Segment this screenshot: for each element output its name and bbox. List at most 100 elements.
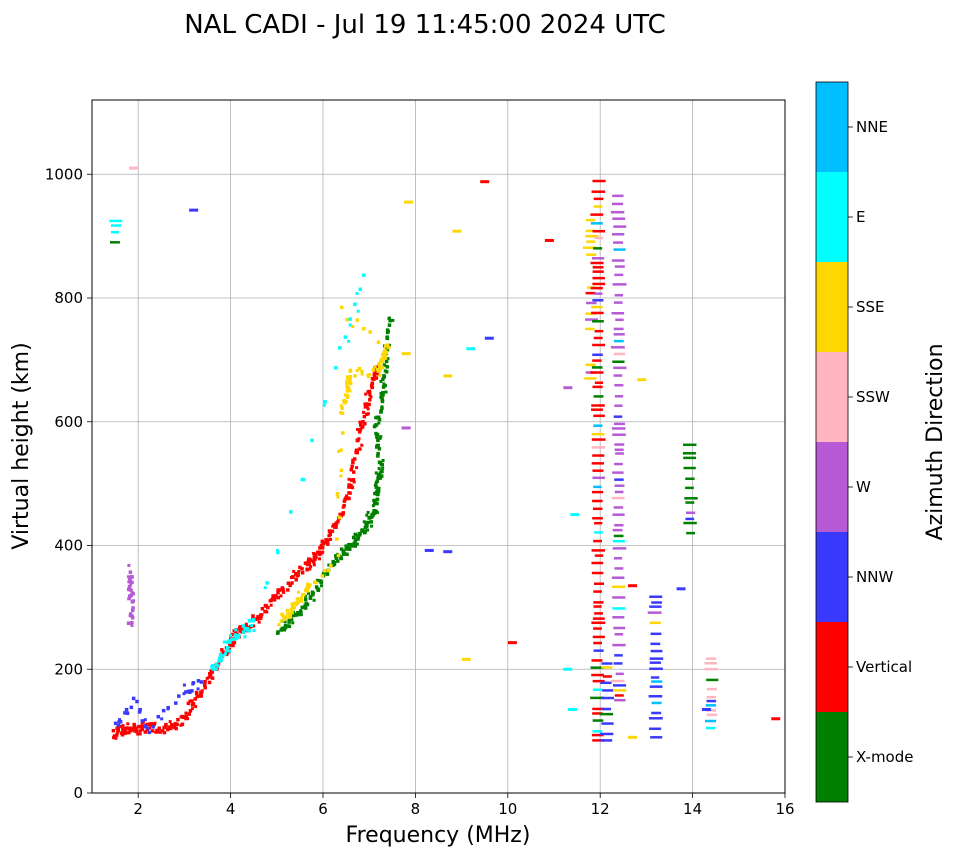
echo-mark (130, 608, 135, 613)
chart-title: NAL CADI - Jul 19 11:45:00 2024 UTC (184, 10, 666, 40)
echo-mark (371, 368, 376, 372)
echo-mark (132, 599, 136, 603)
echo-mark (287, 620, 291, 624)
echo-mark (592, 617, 605, 620)
colorbar-swatch (816, 262, 848, 352)
echo-mark (129, 166, 139, 170)
echo-mark (334, 521, 338, 525)
echo-mark (613, 374, 623, 377)
echo-mark (370, 386, 374, 390)
echo-mark (357, 366, 362, 371)
echo-mark (286, 581, 291, 586)
echo-mark (250, 623, 254, 627)
echo-mark (377, 417, 382, 422)
echo-mark (374, 501, 378, 505)
x-tick-label: 14 (683, 800, 702, 818)
echo-mark (380, 352, 385, 357)
echo-mark (345, 395, 350, 399)
echo-mark (300, 571, 305, 575)
echo-mark (401, 426, 411, 430)
echo-mark (111, 728, 116, 733)
echo-mark (337, 449, 341, 453)
echo-mark (135, 729, 139, 734)
echo-mark (339, 410, 343, 415)
echo-mark (592, 179, 606, 183)
echo-mark (294, 577, 298, 582)
echo-mark (366, 374, 371, 379)
echo-mark (375, 367, 379, 371)
echo-mark (351, 470, 356, 474)
echo-mark (349, 467, 354, 472)
echo-mark (296, 610, 300, 615)
y-tick-label: 800 (54, 289, 83, 307)
echo-mark (223, 652, 227, 656)
echo-mark (306, 582, 310, 586)
echo-mark (193, 697, 198, 701)
echo-mark (651, 601, 662, 604)
echo-mark (151, 725, 155, 729)
x-axis-label: Frequency (MHz) (346, 823, 531, 848)
echo-mark (613, 339, 624, 343)
echo-mark (362, 410, 366, 414)
echo-mark (336, 553, 341, 558)
echo-mark (303, 594, 307, 598)
echo-mark (384, 350, 389, 355)
echo-mark (360, 372, 364, 376)
echo-mark (648, 717, 663, 720)
echo-mark (614, 443, 625, 446)
echo-mark (380, 398, 385, 402)
echo-mark (331, 559, 335, 564)
echo-mark (228, 633, 232, 637)
echo-mark (190, 703, 195, 707)
echo-mark (347, 378, 351, 382)
echo-mark (184, 690, 188, 694)
echo-mark (200, 689, 204, 693)
echo-mark (592, 635, 605, 639)
echo-mark (184, 714, 189, 719)
echo-mark (610, 210, 625, 214)
echo-mark (592, 507, 603, 511)
echo-mark (585, 312, 597, 315)
echo-mark (296, 600, 300, 605)
echo-mark (373, 425, 377, 429)
echo-mark (612, 539, 625, 543)
echo-mark (592, 707, 605, 711)
echo-mark (612, 283, 627, 286)
echo-mark (149, 723, 153, 727)
echo-mark (308, 583, 312, 587)
echo-mark (613, 327, 624, 331)
echo-mark (601, 666, 613, 669)
echo-mark (601, 662, 613, 665)
echo-mark (116, 730, 120, 734)
echo-mark (360, 425, 364, 430)
echo-mark (378, 373, 382, 377)
colorbar-swatch (816, 712, 848, 802)
echo-mark (303, 606, 308, 610)
echo-mark (368, 398, 372, 402)
echo-mark (299, 599, 304, 603)
echo-mark (216, 662, 221, 666)
colorbar-label: Azimuth Direction (923, 343, 948, 540)
echo-mark (257, 620, 261, 624)
echo-mark (594, 531, 603, 534)
echo-mark (378, 461, 383, 465)
echo-mark (300, 596, 304, 600)
echo-mark (228, 649, 232, 653)
echo-mark (348, 323, 352, 327)
echo-mark (601, 696, 615, 700)
echo-mark (334, 525, 338, 529)
echo-mark (387, 323, 392, 327)
echo-mark (244, 622, 248, 626)
echo-mark (118, 720, 123, 724)
echo-mark (189, 208, 199, 212)
echo-mark (347, 542, 351, 547)
echo-mark (265, 610, 269, 614)
echo-mark (202, 683, 207, 687)
echo-mark (567, 707, 577, 711)
echo-mark (375, 443, 380, 448)
echo-mark (706, 695, 716, 699)
colorbar-swatch (816, 532, 848, 622)
echo-mark (184, 711, 188, 715)
echo-mark (356, 428, 360, 432)
echo-mark (347, 477, 351, 481)
